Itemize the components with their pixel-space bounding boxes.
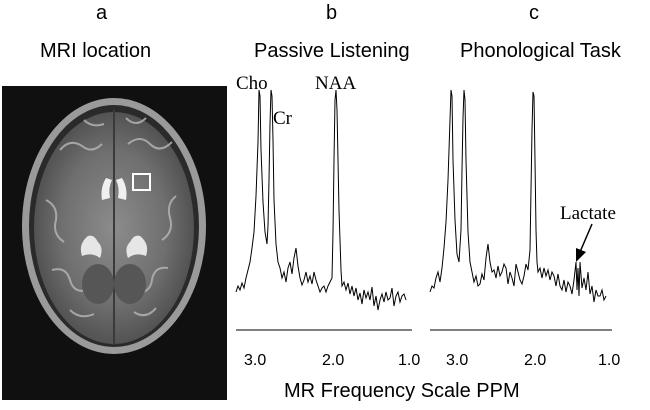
tick-b-2: 2.0 [322,352,345,369]
spectrum-b-trace [235,89,407,311]
mri-ventricle-right [116,178,127,200]
roi-box [132,173,151,191]
panel-b-title: Passive Listening [254,40,410,62]
tick-b-1: 1.0 [398,352,421,369]
peak-label-naa: NAA [315,73,357,94]
mri-posterior-horn-left [80,235,102,258]
peak-label-cr: Cr [273,108,292,129]
mri-image [2,86,227,400]
mri-lobe-left [82,264,114,304]
panel-c-letter: c [529,2,539,24]
mri-lobe-right [114,264,146,304]
peak-label-cho: Cho [236,73,268,94]
peak-label-lactate: Lactate [560,203,616,224]
panel-c-title: Phonological Task [460,40,621,62]
panel-b-letter: b [326,2,338,24]
tick-c-2: 2.0 [524,352,547,369]
x-axis-title: MR Frequency Scale PPM [284,380,520,402]
spectrum-c-trace [429,89,607,303]
spectrum-passive-listening [235,89,412,331]
spectrum-phonological-task [429,89,612,331]
panel-a-title: MRI location [40,40,152,62]
panel-a-letter: a [96,2,108,24]
mri-gyri [45,117,177,318]
tick-c-3: 3.0 [446,352,469,369]
mri-ventricle-left [101,178,112,200]
tick-c-1: 1.0 [598,352,621,369]
tick-b-3: 3.0 [244,352,267,369]
lactate-arrow [576,223,593,262]
mri-posterior-horn-right [126,235,148,258]
